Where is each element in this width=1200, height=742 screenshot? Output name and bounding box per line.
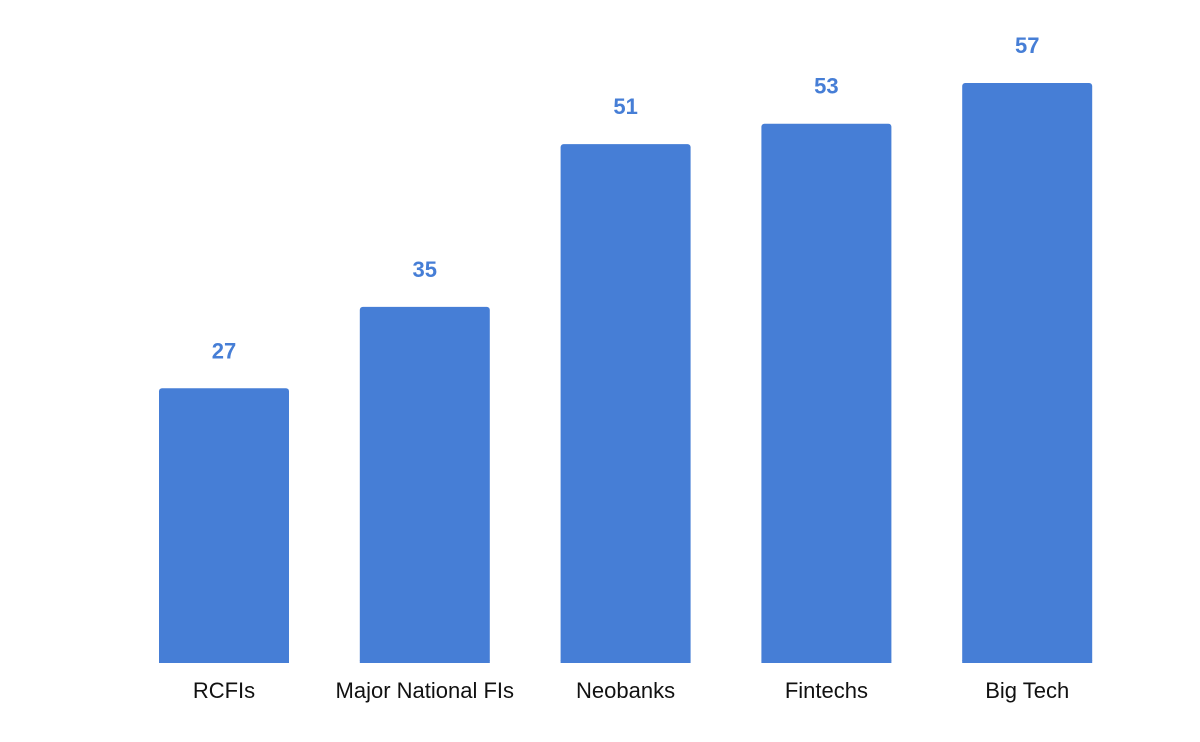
bar-base <box>560 660 691 663</box>
value-label: 35 <box>413 257 437 282</box>
bar-base <box>761 660 892 663</box>
value-label: 51 <box>613 94 637 119</box>
bar-rcfis <box>159 388 289 663</box>
category-label: Big Tech <box>985 678 1069 703</box>
value-label: 27 <box>212 338 236 363</box>
bars-group <box>159 83 1093 664</box>
bar-neobanks <box>560 144 691 664</box>
bar-base <box>962 660 1093 663</box>
value-labels-group: 27 35 51 53 57 <box>212 33 1040 363</box>
value-label: 53 <box>814 74 838 99</box>
bar-fintechs <box>761 123 892 663</box>
bar-base <box>159 660 289 663</box>
bar-big-tech <box>962 83 1093 663</box>
value-label: 57 <box>1015 33 1039 58</box>
category-labels-group: RCFIs Major National FIs Neobanks Fintechs B… <box>193 678 1069 703</box>
category-label: Fintechs <box>785 678 868 703</box>
bar-base <box>359 660 490 663</box>
category-label: Neobanks <box>576 678 675 703</box>
bar-major-national-fis <box>359 306 490 663</box>
category-label: RCFIs <box>193 678 255 703</box>
category-label: Major National FIs <box>336 678 515 703</box>
